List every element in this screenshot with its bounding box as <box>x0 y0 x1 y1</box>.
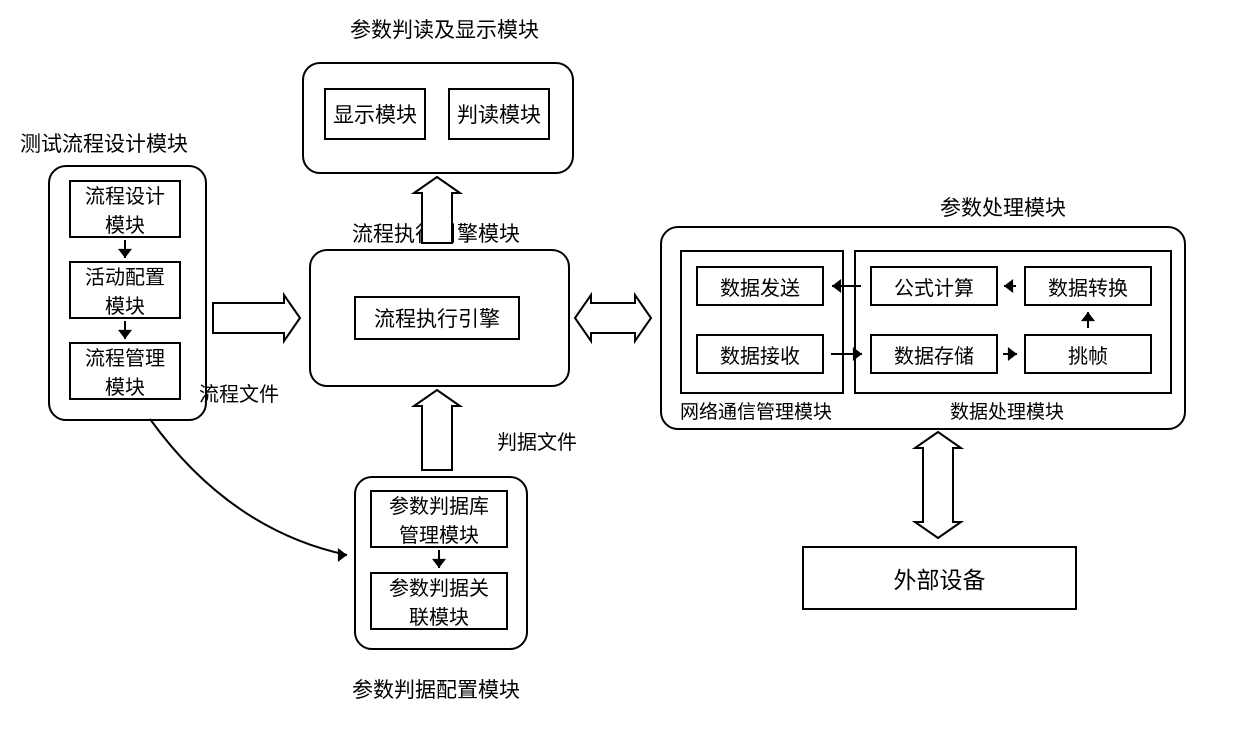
text-param-lib: 参数判据库管理模块 <box>389 490 489 548</box>
label-data-mod: 数据处理模块 <box>950 397 1064 424</box>
box-proc-manage: 流程管理模块 <box>69 342 181 400</box>
text-read-mod: 判读模块 <box>457 99 541 129</box>
box-formula: 公式计算 <box>870 266 998 306</box>
box-pick-frame: 挑帧 <box>1024 334 1152 374</box>
box-read-mod: 判读模块 <box>448 88 550 140</box>
text-display-mod: 显示模块 <box>333 99 417 129</box>
label-title-engine: 流程执行引擎模块 <box>352 218 520 248</box>
box-engine: 流程执行引擎 <box>354 296 520 340</box>
text-param-rel: 参数判据关联模块 <box>389 572 489 630</box>
text-formula: 公式计算 <box>894 272 974 301</box>
box-ext-dev: 外部设备 <box>802 546 1077 610</box>
label-title-bottom: 参数判据配置模块 <box>352 674 520 704</box>
label-title-top: 参数判读及显示模块 <box>350 14 539 44</box>
text-pick-frame: 挑帧 <box>1068 340 1108 369</box>
box-display-mod: 显示模块 <box>324 88 426 140</box>
box-param-rel: 参数判据关联模块 <box>370 572 508 630</box>
text-proc-manage: 流程管理模块 <box>85 342 165 400</box>
label-net-mod: 网络通信管理模块 <box>680 397 832 424</box>
text-ext-dev: 外部设备 <box>894 561 986 595</box>
box-act-config: 活动配置模块 <box>69 261 181 319</box>
text-data-recv: 数据接收 <box>720 340 800 369</box>
text-data-conv: 数据转换 <box>1048 272 1128 301</box>
label-judge-file: 判据文件 <box>497 426 577 455</box>
text-proc-design: 流程设计模块 <box>85 180 165 238</box>
box-proc-design: 流程设计模块 <box>69 180 181 238</box>
box-data-send: 数据发送 <box>696 266 824 306</box>
label-flow-file: 流程文件 <box>199 378 279 407</box>
text-data-store: 数据存储 <box>894 340 974 369</box>
text-data-send: 数据发送 <box>720 272 800 301</box>
box-data-conv: 数据转换 <box>1024 266 1152 306</box>
box-data-recv: 数据接收 <box>696 334 824 374</box>
text-act-config: 活动配置模块 <box>85 261 165 319</box>
text-engine: 流程执行引擎 <box>374 303 500 333</box>
label-title-right: 参数处理模块 <box>940 192 1066 222</box>
box-data-store: 数据存储 <box>870 334 998 374</box>
box-param-lib: 参数判据库管理模块 <box>370 490 508 548</box>
label-title-left: 测试流程设计模块 <box>20 128 188 158</box>
